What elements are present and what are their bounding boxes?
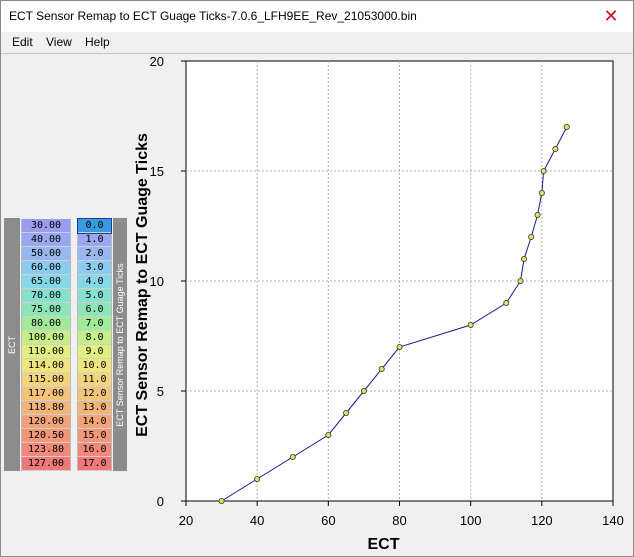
- series-line: [221, 126, 568, 502]
- data-point: [517, 277, 524, 284]
- value-cell-16[interactable]: 16.0: [78, 443, 111, 457]
- close-button[interactable]: ✕: [589, 1, 633, 32]
- x-tick-label: 40: [250, 513, 264, 528]
- data-point: [325, 431, 332, 438]
- ect-cell-1[interactable]: 40.00: [22, 233, 70, 247]
- data-point: [563, 124, 570, 131]
- title-bar[interactable]: ECT Sensor Remap to ECT Guage Ticks-7.0.…: [1, 1, 633, 32]
- ect-cell-7[interactable]: 80.00: [22, 317, 70, 331]
- data-point: [218, 497, 225, 504]
- chart-svg: 20 40 60 80 100 120 140 0 5 10 15 20 ECT ECT Sensor R…: [134, 54, 624, 553]
- value-cell-11[interactable]: 11.0: [78, 373, 111, 387]
- value-cell-9[interactable]: 9.0: [78, 345, 111, 359]
- ect-column: 30.00 40.00 50.00 60.00 65.00 70.00 75.00 80.00…: [21, 219, 71, 471]
- data-point: [521, 255, 528, 262]
- value-cell-6[interactable]: 6.0: [78, 303, 111, 317]
- value-column: 0.0 1.0 2.0 3.0 4.0 5.0 6.0 7.0 8.0 9.0 10.0 11.0 12…: [77, 218, 112, 471]
- ect-cell-9[interactable]: 110.00: [22, 345, 70, 359]
- value-cell-12[interactable]: 12.0: [78, 387, 111, 401]
- ect-cell-17[interactable]: 127.00: [22, 457, 70, 471]
- x-tick-label: 20: [179, 513, 193, 528]
- x-tick-label: 140: [602, 513, 624, 528]
- ect-cell-4[interactable]: 65.00: [22, 275, 70, 289]
- value-cell-8[interactable]: 8.0: [78, 331, 111, 345]
- x-tick-label: 120: [531, 513, 553, 528]
- close-icon: ✕: [603, 6, 619, 26]
- value-cell-0[interactable]: 0.0: [77, 218, 112, 234]
- value-cell-4[interactable]: 4.0: [78, 275, 111, 289]
- x-axis-title: ECT: [368, 536, 400, 553]
- ect-cell-5[interactable]: 70.00: [22, 289, 70, 303]
- window-title: ECT Sensor Remap to ECT Guage Ticks-7.0.…: [9, 9, 417, 23]
- ect-cell-13[interactable]: 118.80: [22, 401, 70, 415]
- value-cell-13[interactable]: 13.0: [78, 401, 111, 415]
- y-tick-label: 0: [157, 494, 164, 509]
- y-tick-label: 5: [157, 384, 164, 399]
- chart: 20 40 60 80 100 120 140 0 5 10 15 20 ECT ECT Sensor R…: [131, 53, 631, 556]
- data-point: [343, 409, 350, 416]
- ect-axis-label: ECT: [4, 218, 20, 471]
- menu-edit[interactable]: Edit: [12, 35, 33, 49]
- x-tick-label: 60: [321, 513, 335, 528]
- ect-cell-6[interactable]: 75.00: [22, 303, 70, 317]
- data-point: [467, 321, 474, 328]
- y-axis-title: ECT Sensor Remap to ECT Guage Ticks: [134, 133, 151, 437]
- value-cell-14[interactable]: 14.0: [78, 415, 111, 429]
- y-tick-label: 20: [150, 54, 164, 69]
- data-point: [552, 146, 559, 153]
- menu-bar: Edit View Help: [1, 32, 633, 53]
- ect-cell-8[interactable]: 100.00: [22, 331, 70, 345]
- data-point: [534, 211, 541, 218]
- value-cell-2[interactable]: 2.0: [78, 247, 111, 261]
- value-cell-3[interactable]: 3.0: [78, 261, 111, 275]
- y-tick-label: 15: [150, 164, 164, 179]
- x-tick-label: 80: [392, 513, 406, 528]
- ect-cell-16[interactable]: 123.80: [22, 443, 70, 457]
- data-point: [378, 365, 385, 372]
- value-cell-1[interactable]: 1.0: [78, 233, 111, 247]
- ect-cell-10[interactable]: 114.00: [22, 359, 70, 373]
- value-cell-17[interactable]: 17.0: [78, 457, 111, 471]
- ect-cell-0[interactable]: 30.00: [22, 219, 70, 233]
- y-tick-label: 10: [150, 274, 164, 289]
- data-point: [396, 343, 403, 350]
- data-point: [254, 475, 261, 482]
- data-point: [360, 387, 367, 394]
- data-point: [503, 299, 510, 306]
- data-point: [540, 168, 547, 175]
- value-cell-15[interactable]: 15.0: [78, 429, 111, 443]
- ect-cell-3[interactable]: 60.00: [22, 261, 70, 275]
- menu-help[interactable]: Help: [85, 35, 110, 49]
- ect-cell-2[interactable]: 50.00: [22, 247, 70, 261]
- data-point: [538, 189, 545, 196]
- ect-cell-12[interactable]: 117.00: [22, 387, 70, 401]
- data-point: [289, 453, 296, 460]
- data-point: [528, 233, 535, 240]
- remap-axis-label: ECT Sensor Remap to ECT Guage Ticks: [113, 218, 127, 471]
- ect-cell-11[interactable]: 115.00: [22, 373, 70, 387]
- ect-cell-15[interactable]: 120.50: [22, 429, 70, 443]
- ect-cell-14[interactable]: 120.00: [22, 415, 70, 429]
- menu-view[interactable]: View: [46, 35, 72, 49]
- value-cell-10[interactable]: 10.0: [78, 359, 111, 373]
- value-cell-7[interactable]: 7.0: [78, 317, 111, 331]
- value-cell-5[interactable]: 5.0: [78, 289, 111, 303]
- x-tick-label: 100: [460, 513, 482, 528]
